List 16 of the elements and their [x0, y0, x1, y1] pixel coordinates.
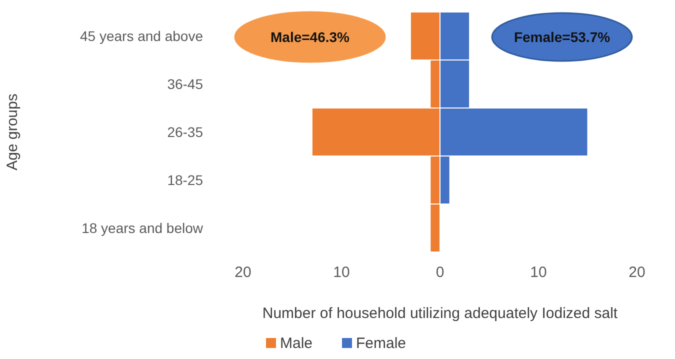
annotation: Female=53.7% — [514, 29, 611, 45]
y-tick-label: 18-25 — [167, 172, 204, 188]
legend-label: Male — [280, 335, 313, 352]
x-tick-label: 10 — [333, 264, 350, 281]
x-tick-label: 20 — [628, 264, 646, 281]
annotation: Male=46.3% — [270, 29, 350, 45]
y-tick-label: 26-35 — [167, 124, 204, 140]
x-tick-label: 20 — [234, 264, 252, 281]
y-axis-title: Age groups — [4, 94, 21, 170]
y-tick-label: 45 years and above — [80, 28, 204, 44]
x-tick-label: 10 — [530, 264, 547, 281]
x-axis-title: Number of household utilizing adequately Iodized salt — [262, 305, 618, 322]
y-tick-label: 36-45 — [167, 76, 204, 92]
y-tick-label: 18 years and below — [82, 220, 204, 236]
x-tick-label: 0 — [436, 264, 444, 281]
legend-label: Female — [356, 335, 406, 352]
